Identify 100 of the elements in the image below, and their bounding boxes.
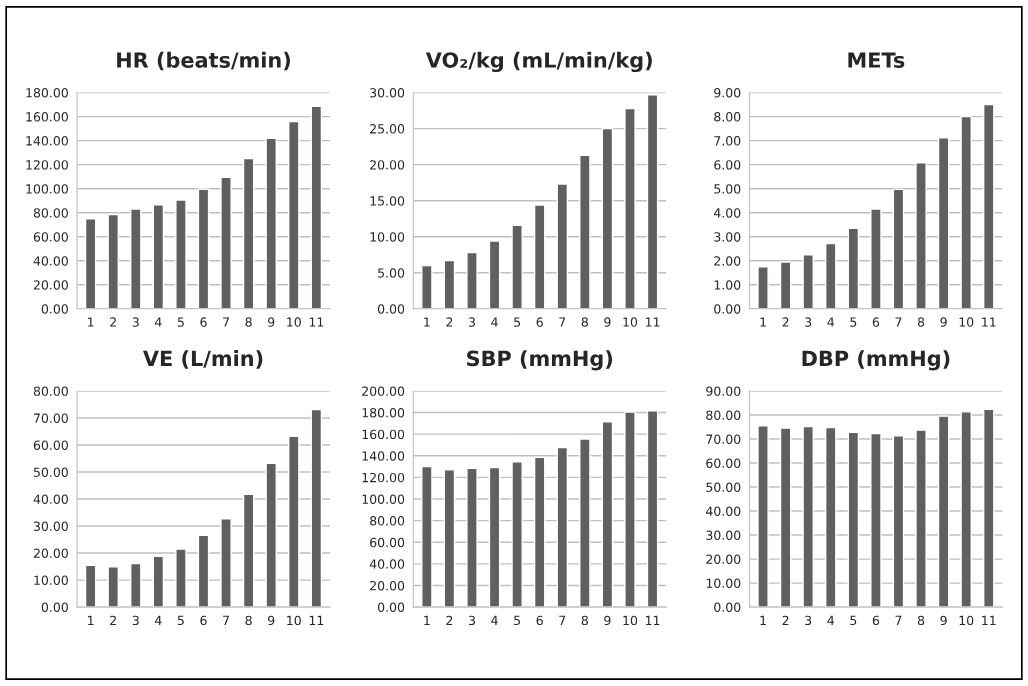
x-tick-label: 6	[872, 615, 880, 626]
bar	[107, 213, 119, 309]
bar	[242, 493, 255, 608]
x-tick-label: 7	[223, 317, 229, 327]
y-tick-label: 0.00	[714, 602, 741, 613]
y-tick-label: 120.00	[26, 160, 68, 170]
bar	[824, 426, 837, 608]
x-tick-label: 6	[200, 615, 207, 626]
x-tick-label: 8	[917, 317, 925, 327]
y-tick-label: 80.00	[33, 208, 68, 218]
y-tick-label: 0.00	[41, 602, 68, 613]
bar	[937, 415, 950, 608]
x-tick-label: 4	[827, 317, 835, 327]
y-tick-label: 100.00	[362, 494, 405, 504]
x-tick-label: 5	[850, 317, 857, 327]
x-tick-label: 8	[245, 615, 252, 626]
y-tick-label: 80.00	[370, 516, 405, 526]
bar	[152, 204, 165, 309]
y-tick-label: 6.00	[714, 160, 741, 170]
y-tick-label: 3.00	[714, 232, 741, 242]
bar	[870, 208, 882, 309]
y-tick-label: 60.00	[706, 458, 741, 468]
bar	[421, 465, 433, 608]
x-tick-label: 11	[645, 615, 660, 625]
bar	[107, 566, 119, 608]
bar	[533, 456, 546, 608]
bar	[937, 137, 950, 309]
x-tick-label: 11	[645, 317, 660, 327]
y-tick-label: 70.00	[706, 434, 741, 444]
x-tick-label: 7	[559, 615, 566, 625]
bar	[779, 261, 792, 309]
y-tick-label: 60.00	[33, 232, 68, 242]
x-tick-label: 1	[88, 615, 94, 625]
chart-title: SBP (mmHg)	[467, 350, 613, 371]
x-tick-label: 6	[536, 317, 543, 327]
x-tick-label: 7	[559, 317, 566, 327]
y-tick-label: 40.00	[369, 559, 405, 569]
x-tick-label: 11	[982, 615, 996, 625]
y-tick-label: 60.00	[370, 537, 405, 548]
y-tick-label: 15.00	[370, 196, 405, 206]
bar	[847, 431, 860, 608]
x-tick-label: 8	[245, 317, 252, 327]
y-tick-label: 180.00	[26, 88, 68, 98]
bar	[130, 562, 142, 608]
bar	[265, 137, 277, 309]
x-tick-label: 4	[827, 615, 835, 625]
y-tick-label: 80.00	[706, 410, 741, 420]
bar	[579, 154, 591, 309]
y-tick-label: 25.00	[370, 124, 405, 134]
x-tick-label: 1	[424, 317, 430, 327]
y-tick-label: 9.00	[714, 88, 741, 98]
y-tick-label: 4.00	[713, 208, 741, 218]
x-tick-label: 9	[268, 615, 275, 626]
x-tick-label: 4	[154, 615, 162, 625]
y-tick-label: 140.00	[26, 136, 68, 146]
y-tick-label: 140.00	[362, 451, 405, 461]
x-tick-label: 8	[581, 317, 588, 327]
bar	[870, 432, 882, 608]
x-tick-label: 10	[959, 317, 974, 327]
x-tick-label: 7	[223, 615, 229, 625]
x-tick-label: 5	[177, 615, 184, 626]
y-tick-label: 160.00	[362, 429, 405, 440]
x-tick-label: 11	[309, 615, 324, 625]
x-tick-label: 2	[110, 317, 116, 327]
bar	[310, 105, 323, 309]
y-tick-label: 20.00	[370, 160, 405, 170]
y-tick-label: 200.00	[362, 386, 405, 396]
y-tick-label: 5.00	[714, 184, 741, 194]
x-tick-label: 4	[491, 317, 498, 327]
x-tick-label: 7	[895, 317, 902, 327]
x-tick-label: 8	[581, 615, 588, 626]
bar	[443, 469, 456, 608]
bar	[915, 162, 927, 309]
bar	[84, 564, 97, 608]
y-tick-label: 2.00	[714, 256, 741, 266]
y-tick-label: 20.00	[33, 548, 68, 558]
y-tick-label: 0.00	[41, 304, 68, 314]
y-tick-label: 70.00	[34, 413, 68, 423]
y-tick-label: 120.00	[362, 472, 405, 483]
x-tick-label: 9	[604, 615, 611, 626]
y-tick-label: 100.00	[26, 184, 68, 194]
bar	[197, 534, 210, 608]
y-tick-label: 60.00	[33, 440, 68, 450]
chart-title: DBP (mmHg)	[802, 350, 950, 371]
bar	[847, 227, 860, 309]
x-tick-label: 8	[917, 615, 925, 626]
y-tick-label: 160.00	[26, 112, 68, 122]
y-tick-label: 10.00	[706, 578, 741, 589]
bar	[982, 103, 995, 309]
x-tick-label: 5	[850, 615, 857, 626]
bar	[892, 188, 905, 309]
x-tick-label: 3	[132, 317, 139, 327]
y-tick-label: 30.00	[33, 521, 68, 531]
bar	[220, 518, 232, 608]
bar	[915, 429, 927, 608]
y-tick-label: 50.00	[706, 482, 741, 492]
bar	[488, 240, 501, 309]
x-tick-label: 7	[895, 615, 902, 625]
y-tick-label: 50.00	[33, 467, 68, 477]
bar	[624, 411, 636, 608]
